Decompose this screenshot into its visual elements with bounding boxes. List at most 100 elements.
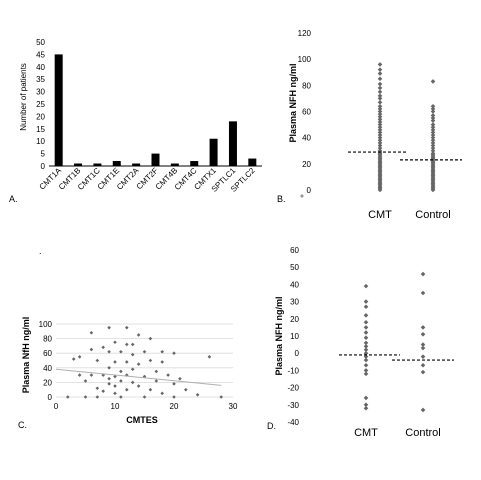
panel-a-bar bbox=[228, 121, 237, 166]
panel-b-ytick: 100 bbox=[298, 55, 312, 64]
panel-b-point bbox=[430, 143, 436, 148]
panel-c-point bbox=[125, 325, 129, 330]
panel-c-point bbox=[130, 352, 135, 357]
panel-d-xtick: CMT bbox=[354, 427, 378, 439]
panel-c-point bbox=[142, 395, 147, 399]
panel-a-bar bbox=[132, 163, 141, 166]
panel-c-point bbox=[160, 360, 164, 364]
panel-d-point bbox=[363, 330, 369, 335]
panel-c-point bbox=[107, 376, 111, 381]
panel-d-ytick: 10 bbox=[290, 332, 299, 341]
panel-c-point bbox=[77, 373, 82, 377]
panel-b-point bbox=[377, 85, 383, 91]
panel-b-point bbox=[377, 119, 383, 125]
panel-d-point bbox=[363, 304, 369, 310]
panel-c-point bbox=[119, 349, 123, 354]
panel-c-point bbox=[172, 351, 176, 355]
panel-c-point bbox=[83, 395, 88, 399]
panel-d-point bbox=[420, 331, 426, 337]
panel-b-point bbox=[377, 140, 383, 146]
panel-d-point bbox=[420, 354, 426, 359]
panel-b-point bbox=[377, 111, 383, 117]
panel-b-ytick: 0 bbox=[307, 186, 312, 195]
panel-d-point bbox=[420, 342, 426, 347]
panel-b-point bbox=[377, 114, 383, 120]
panel-b-point bbox=[377, 130, 383, 135]
panel-b-point bbox=[430, 109, 436, 114]
panel-c-point bbox=[148, 336, 153, 341]
panel-d-label: D. bbox=[267, 421, 276, 431]
panel-c-point bbox=[83, 379, 88, 383]
panel-c-point bbox=[125, 342, 129, 347]
panel-b-ytick: 80 bbox=[302, 81, 311, 90]
panel-b-point bbox=[430, 132, 436, 138]
panel-d-ytick: 30 bbox=[290, 298, 299, 307]
panel-c-scatter: Plasma NfH ng/ml CMTES C. . 020406080100… bbox=[18, 246, 238, 430]
panel-d-point bbox=[363, 402, 369, 408]
panel-a-ytick: 40 bbox=[36, 63, 45, 72]
panel-c-point bbox=[101, 373, 105, 377]
panel-c-ytick: 60 bbox=[43, 349, 52, 358]
panel-c-point bbox=[136, 362, 141, 366]
panel-b-point bbox=[430, 118, 436, 123]
panel-c-point bbox=[148, 358, 153, 363]
panel-a-ytick: 0 bbox=[41, 162, 46, 171]
panel-b-point bbox=[377, 96, 383, 101]
panel-b-point bbox=[430, 130, 436, 135]
panel-c-point bbox=[95, 386, 100, 391]
panel-c-point bbox=[154, 369, 159, 374]
panel-b-point bbox=[377, 81, 383, 87]
panel-d-ytick: -30 bbox=[287, 401, 299, 410]
panel-a-bar bbox=[54, 54, 63, 166]
panel-d-point bbox=[363, 283, 369, 289]
panel-b-point bbox=[430, 106, 436, 112]
panel-c-point bbox=[101, 389, 105, 393]
panel-a-ytick: 25 bbox=[36, 100, 45, 109]
panel-b-point bbox=[430, 124, 436, 130]
panel-d-point bbox=[363, 299, 369, 304]
panel-c-ytick: 100 bbox=[39, 320, 53, 329]
panel-c-xtick: 20 bbox=[170, 402, 179, 411]
panel-c-point bbox=[95, 395, 100, 399]
panel-b-point bbox=[377, 76, 383, 82]
panel-c-point bbox=[125, 360, 129, 364]
panel-c-point bbox=[172, 395, 176, 399]
panel-d-scatter: Plasma NFH ng/ml D. -40 -30 -20 -10 0 10 20 30 4… bbox=[267, 246, 454, 439]
panel-c-point bbox=[66, 395, 70, 399]
panel-b-point bbox=[430, 127, 436, 133]
panel-c-label: C. bbox=[18, 420, 27, 430]
panel-c-point bbox=[136, 333, 141, 337]
panel-d-point bbox=[420, 345, 426, 351]
panel-d-ytick: 0 bbox=[295, 349, 300, 358]
panel-a-ytick: 10 bbox=[36, 137, 45, 146]
panel-c-point bbox=[113, 384, 117, 388]
panel-b-ylabel: Plasma NFH ng/ml bbox=[288, 63, 298, 142]
panel-b-point bbox=[430, 137, 436, 143]
panel-c-point bbox=[154, 379, 159, 383]
panel-d-point bbox=[363, 405, 369, 411]
panel-d-point bbox=[363, 362, 369, 368]
panel-a-ytick: 30 bbox=[36, 88, 45, 97]
panel-c-point bbox=[113, 391, 117, 396]
panel-a-ylabel: Number of patients bbox=[19, 63, 28, 131]
panel-d-xtick: Control bbox=[405, 427, 440, 439]
panel-b-label: B. bbox=[277, 194, 286, 204]
panel-c-xtick: 0 bbox=[54, 402, 59, 411]
panel-a-ytick: 5 bbox=[41, 150, 46, 159]
panel-b-point bbox=[377, 103, 383, 109]
panel-a-bar-chart: Number of patients A. 0 5 10 15 20 25 30 35 40 45… bbox=[9, 38, 262, 204]
panel-d-ylabel: Plasma NFH ng/ml bbox=[274, 296, 284, 375]
panel-a-ytick: 15 bbox=[36, 125, 45, 134]
panel-c-point bbox=[113, 374, 117, 379]
panel-b-point bbox=[377, 145, 383, 151]
panel-b-point bbox=[430, 140, 436, 146]
panel-b-xtick: CMT bbox=[368, 209, 392, 221]
panel-b-point bbox=[377, 135, 383, 140]
panel-c-xtick: 30 bbox=[229, 402, 238, 411]
panel-a-bar bbox=[170, 163, 179, 166]
panel-a-ytick: 35 bbox=[36, 75, 45, 84]
panel-b-ytick: 60 bbox=[302, 108, 311, 117]
panel-c-point bbox=[113, 340, 117, 345]
panel-b-point bbox=[377, 124, 383, 130]
panel-d-point bbox=[363, 313, 369, 318]
